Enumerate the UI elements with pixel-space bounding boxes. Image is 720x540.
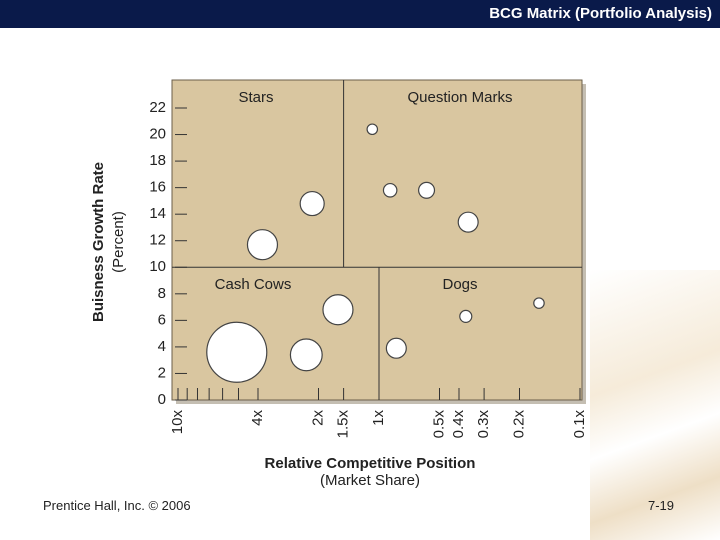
y-tick-label: 14 <box>149 205 166 222</box>
bubble <box>366 123 379 136</box>
x-tick-label: 4x <box>249 410 266 426</box>
y-tick-label: 20 <box>149 126 166 143</box>
x-tick-label: 2x <box>309 410 326 426</box>
x-tick-label: 0.2x <box>510 410 527 439</box>
x-tick-label: 1x <box>370 410 387 426</box>
bubble <box>385 337 407 359</box>
bubble <box>418 181 436 199</box>
quadrant-label: Stars <box>238 89 273 106</box>
x-tick-label: 0.3x <box>475 410 492 439</box>
y-tick-label: 22 <box>149 99 166 116</box>
bubble <box>246 229 279 261</box>
x-tick-label: 0.5x <box>430 410 447 439</box>
y-axis-sublabel: (Percent) <box>110 211 127 273</box>
quadrant-label: Cash Cows <box>215 276 292 293</box>
y-tick-label: 16 <box>149 179 166 196</box>
x-tick-label: 1.5x <box>335 410 352 439</box>
bubble <box>382 182 398 198</box>
x-tick-label: 10x <box>169 410 186 435</box>
y-tick-label: 12 <box>149 232 166 249</box>
bubble <box>299 190 325 217</box>
x-axis-label: Relative Competitive Position <box>265 455 476 472</box>
y-tick-label: 2 <box>158 364 166 381</box>
x-tick-label: 0.1x <box>571 410 588 439</box>
y-tick-label: 18 <box>149 152 166 169</box>
footer-left: Prentice Hall, Inc. © 2006 <box>43 498 191 513</box>
bubble <box>289 338 323 372</box>
bubble <box>533 297 545 309</box>
y-tick-label: 6 <box>158 311 166 328</box>
y-tick-label: 4 <box>158 338 166 355</box>
y-tick-label: 10 <box>149 258 166 275</box>
bubble <box>206 321 268 383</box>
y-tick-label: 8 <box>158 285 166 302</box>
y-axis-label: Buisness Growth Rate <box>90 162 107 322</box>
x-axis-sublabel: (Market Share) <box>320 472 420 489</box>
decoration <box>590 270 720 540</box>
x-tick-label: 0.4x <box>450 410 467 439</box>
y-tick-label: 0 <box>158 391 166 408</box>
page-number: 7-19 <box>648 498 675 513</box>
bubble <box>459 309 473 323</box>
bubble <box>457 211 479 233</box>
quadrant-label: Question Marks <box>407 89 512 106</box>
bubble <box>322 294 354 326</box>
header-bar: BCG Matrix (Portfolio Analysis) <box>0 0 720 28</box>
quadrant-label: Dogs <box>442 276 477 293</box>
slide-title: BCG Matrix (Portfolio Analysis) <box>489 5 712 22</box>
